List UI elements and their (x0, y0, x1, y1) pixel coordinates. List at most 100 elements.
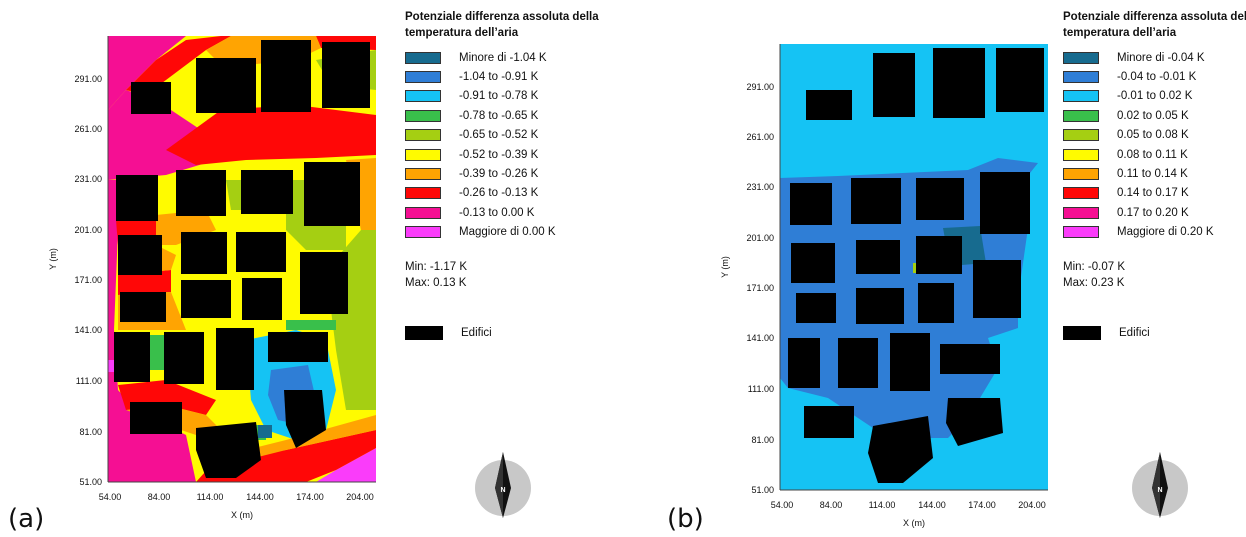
stat-max: Max: 0.23 K (1063, 276, 1125, 289)
panel-label: (b) (667, 504, 704, 534)
legend-item: Minore di -1.04 K (405, 48, 620, 67)
building (851, 178, 901, 224)
legend-a: Potenziale differenza assoluta della tem… (405, 9, 620, 340)
legend-swatch (405, 71, 441, 84)
building (131, 82, 171, 114)
legend-label: -0.91 to -0.78 K (459, 90, 539, 103)
legend-swatch (405, 51, 441, 64)
stats: Min: -1.17 K Max: 0.13 K (405, 259, 620, 291)
building-swatch (1063, 325, 1101, 340)
building (130, 402, 182, 434)
y-tick: 51.00 (79, 477, 102, 487)
panel-label: (a) (8, 504, 45, 534)
x-tick: 114.00 (197, 492, 224, 502)
legend-swatch (405, 90, 441, 103)
legend-item: 0.05 to 0.08 K (1063, 126, 1246, 145)
legend-item: 0.17 to 0.20 K (1063, 203, 1246, 222)
y-axis-title: Y (m) (48, 248, 58, 270)
legend-label: -0.78 to -0.65 K (459, 109, 539, 122)
x-tick: 144.00 (246, 492, 274, 502)
building (261, 40, 311, 112)
legend-label: 0.11 to 0.14 K (1117, 168, 1188, 181)
panel-a: 51.00 81.00 111.00 141.00 171.00 201.00 … (8, 9, 620, 534)
legend-item: -0.01 to 0.02 K (1063, 87, 1246, 106)
stats: Min: -0.07 K Max: 0.23 K (1063, 259, 1246, 291)
legend-item: Maggiore di 0.00 K (405, 223, 620, 242)
zone-a-orange-1 (156, 210, 216, 245)
building (791, 243, 835, 283)
building-legend: Edifici (405, 325, 620, 340)
legend-title: Potenziale differenza assoluta della tem… (405, 11, 599, 39)
legend-item: -1.04 to -0.91 K (405, 67, 620, 86)
legend-swatch (1063, 187, 1099, 200)
y-tick: 261.00 (74, 124, 102, 134)
x-tick: 54.00 (771, 500, 794, 510)
north-label: N (500, 487, 505, 494)
building (196, 422, 261, 478)
y-tick: 141.00 (74, 325, 102, 335)
legend-label: -0.04 to -0.01 K (1117, 71, 1197, 84)
stat-min: Min: -0.07 K (1063, 260, 1125, 273)
building (216, 328, 254, 390)
y-tick: 231.00 (74, 174, 102, 184)
building (236, 232, 286, 272)
legend-label: Minore di -1.04 K (459, 51, 547, 64)
legend-label: Maggiore di 0.00 K (459, 226, 556, 239)
building (242, 278, 282, 320)
legend-item: 0.02 to 0.05 K (1063, 106, 1246, 125)
building (980, 172, 1030, 234)
zone-a-darkblue (258, 425, 272, 438)
zone-a-red-left2 (118, 270, 171, 295)
building (918, 283, 954, 323)
building (241, 170, 293, 214)
legend-label: -0.01 to 0.02 K (1117, 90, 1193, 103)
building-label: Edifici (1119, 326, 1150, 339)
legend-swatch (405, 187, 441, 200)
building (868, 416, 933, 483)
zone-a-magenta-corner (316, 448, 376, 482)
legend-item: -0.26 to -0.13 K (405, 184, 620, 203)
y-ticks-a: 51.00 81.00 111.00 141.00 171.00 201.00 … (74, 74, 102, 487)
y-tick: 51.00 (751, 485, 774, 495)
building (933, 48, 985, 118)
building (788, 338, 820, 388)
legend-swatch (405, 226, 441, 239)
legend-b: Potenziale differenza assoluta della tem… (1063, 9, 1246, 340)
zone-a-red-top (126, 36, 231, 95)
x-tick: 114.00 (869, 500, 896, 510)
y-tick: 291.00 (746, 82, 774, 92)
north-arrow-shade (1152, 452, 1160, 518)
legend-label: 0.14 to 0.17 K (1117, 187, 1189, 200)
legend-swatch (1063, 109, 1099, 122)
x-tick: 174.00 (968, 500, 996, 510)
y-tick: 141.00 (746, 333, 774, 343)
north-label: N (1157, 487, 1162, 494)
x-ticks-b: 54.00 84.00 114.00 144.00 174.00 204.00 (771, 500, 1046, 510)
stat-max: Max: 0.13 K (405, 276, 467, 289)
building (804, 406, 854, 438)
legend-item: Maggiore di 0.20 K (1063, 223, 1246, 242)
x-tick: 174.00 (296, 492, 324, 502)
legend-swatch (1063, 90, 1099, 103)
y-ticks-b: 51.00 81.00 111.00 141.00 171.00 201.00 … (746, 82, 774, 495)
y-tick: 291.00 (74, 74, 102, 84)
building (916, 178, 964, 220)
legend-item: 0.14 to 0.17 K (1063, 184, 1246, 203)
building (181, 232, 227, 274)
building (940, 344, 1000, 374)
legend-swatch (405, 206, 441, 219)
building (196, 58, 256, 113)
building (114, 332, 150, 382)
legend-label: 0.02 to 0.05 K (1117, 109, 1189, 122)
legend-item: Minore di -0.04 K (1063, 48, 1246, 67)
legend-item: -0.78 to -0.65 K (405, 106, 620, 125)
legend-item: -0.52 to -0.39 K (405, 145, 620, 164)
legend-label: Maggiore di 0.20 K (1117, 226, 1214, 239)
y-tick: 231.00 (746, 182, 774, 192)
y-tick: 201.00 (74, 225, 102, 235)
y-tick: 81.00 (79, 427, 102, 437)
building (806, 90, 852, 120)
building (322, 42, 370, 108)
legend-swatch (1063, 226, 1099, 239)
x-ticks-a: 54.00 84.00 114.00 144.00 174.00 204.00 (99, 492, 374, 502)
